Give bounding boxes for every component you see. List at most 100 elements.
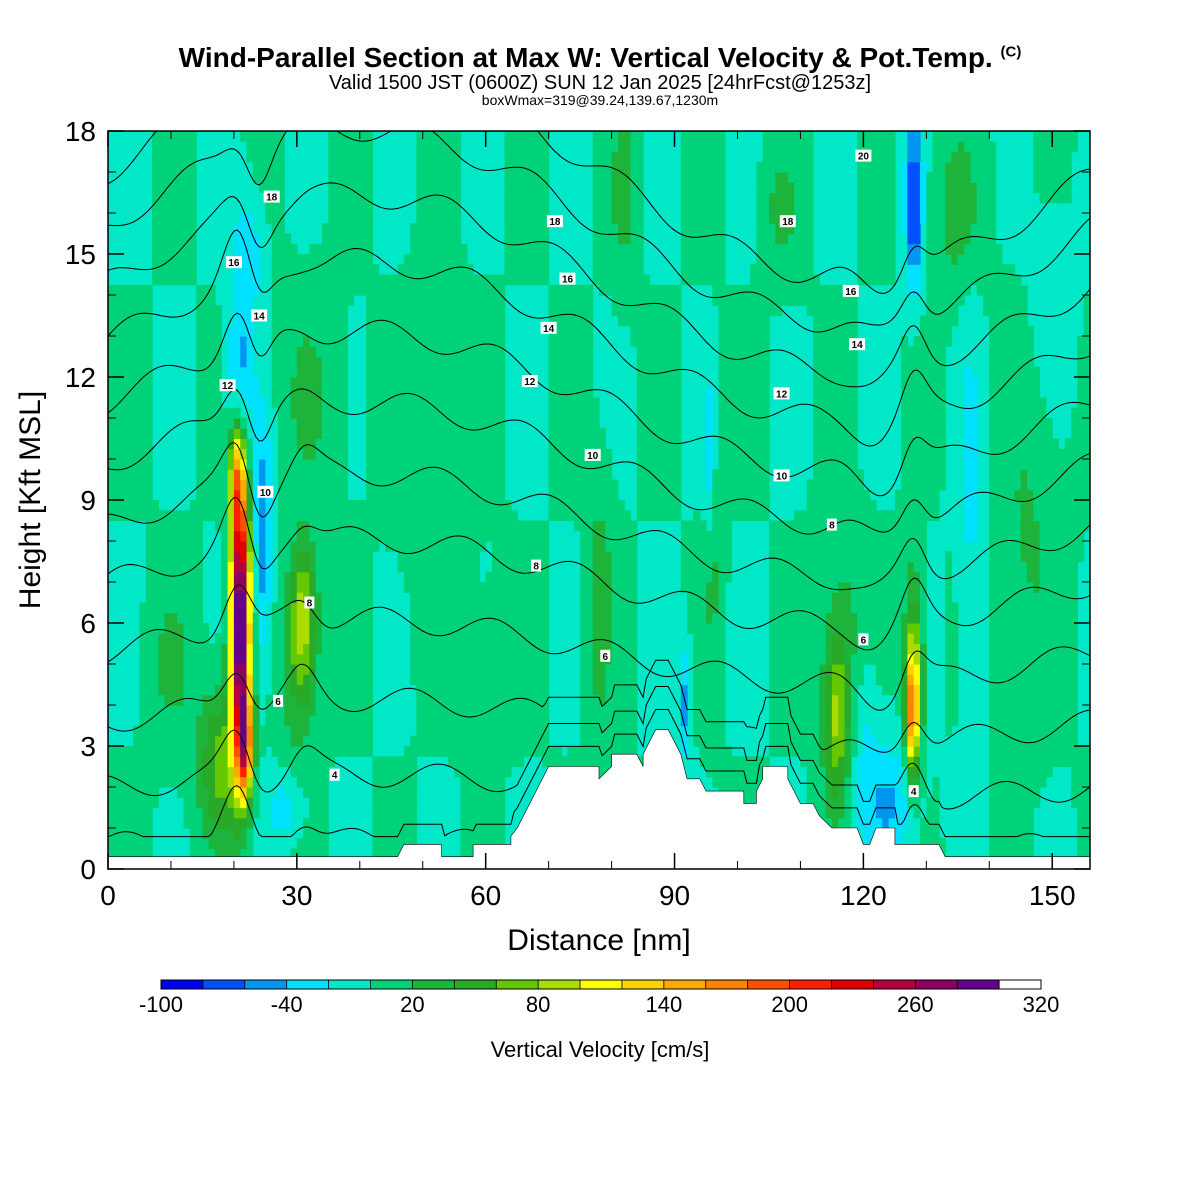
w-cell xyxy=(586,489,594,501)
w-cell xyxy=(152,274,159,286)
w-cell xyxy=(674,366,682,378)
w-cell xyxy=(385,838,392,850)
w-cell xyxy=(189,807,197,819)
w-cell xyxy=(498,397,506,409)
w-cell xyxy=(416,213,424,224)
w-cell xyxy=(315,592,323,604)
w-cell xyxy=(334,192,342,204)
w-cell xyxy=(712,756,720,768)
w-cell xyxy=(120,366,128,378)
w-cell xyxy=(328,469,336,481)
w-cell xyxy=(624,582,632,593)
w-cell xyxy=(460,561,468,573)
w-cell xyxy=(454,141,462,153)
w-cell xyxy=(410,592,418,604)
w-cell xyxy=(353,653,361,665)
w-cell xyxy=(687,274,694,286)
w-cell xyxy=(548,448,556,460)
w-cell xyxy=(233,489,241,501)
w-cell xyxy=(227,418,235,429)
w-cell xyxy=(240,674,248,686)
w-cell xyxy=(680,735,688,747)
w-cell xyxy=(177,735,185,747)
w-cell xyxy=(775,653,783,665)
w-cell xyxy=(177,715,185,727)
w-cell xyxy=(680,161,688,173)
w-cell xyxy=(718,766,726,778)
w-cell xyxy=(340,459,348,470)
w-cell xyxy=(693,705,701,716)
w-cell xyxy=(170,541,178,552)
w-cell xyxy=(706,746,713,757)
w-cell xyxy=(240,254,248,265)
w-cell xyxy=(271,797,279,809)
w-cell xyxy=(435,448,443,460)
w-cell xyxy=(108,336,115,347)
w-cell xyxy=(340,561,348,573)
w-cell xyxy=(114,459,122,470)
w-cell xyxy=(322,295,329,306)
w-cell xyxy=(422,705,430,716)
w-cell xyxy=(385,530,392,542)
w-cell xyxy=(498,787,506,798)
w-cell xyxy=(296,274,304,286)
w-cell xyxy=(315,694,323,706)
w-cell xyxy=(485,643,493,655)
w-cell xyxy=(479,459,487,470)
w-cell xyxy=(649,336,657,347)
w-cell xyxy=(208,315,216,327)
w-cell xyxy=(397,469,405,481)
w-cell xyxy=(586,684,594,696)
w-cell xyxy=(554,387,562,399)
w-cell xyxy=(454,479,462,491)
w-cell xyxy=(152,623,159,634)
w-cell xyxy=(340,377,348,388)
w-cell xyxy=(108,284,115,296)
w-cell xyxy=(542,274,550,286)
w-cell xyxy=(567,418,575,429)
w-cell xyxy=(202,469,210,481)
w-cell xyxy=(227,674,235,686)
w-cell xyxy=(309,448,317,460)
w-cell xyxy=(340,387,348,399)
w-cell xyxy=(611,233,619,245)
w-cell xyxy=(687,541,694,552)
w-cell xyxy=(441,131,449,142)
w-cell xyxy=(227,336,235,347)
w-cell xyxy=(466,489,474,501)
w-cell xyxy=(599,541,606,552)
w-cell xyxy=(170,223,178,235)
w-cell xyxy=(347,684,355,696)
w-cell xyxy=(233,305,241,317)
w-cell xyxy=(422,653,430,665)
w-cell xyxy=(278,664,285,675)
w-cell xyxy=(636,448,644,460)
w-cell xyxy=(177,202,185,214)
w-cell xyxy=(510,172,518,183)
w-cell xyxy=(706,664,713,675)
w-cell xyxy=(485,797,493,809)
w-cell xyxy=(680,141,688,153)
w-cell xyxy=(756,418,764,429)
w-cell xyxy=(259,551,266,563)
w-cell xyxy=(655,284,663,296)
w-cell xyxy=(145,582,153,593)
w-cell xyxy=(208,397,216,409)
w-cell xyxy=(233,530,241,542)
w-cell xyxy=(284,571,292,583)
w-cell xyxy=(278,633,285,645)
w-cell xyxy=(391,776,399,788)
w-cell xyxy=(170,725,178,737)
w-cell xyxy=(435,325,443,337)
w-cell xyxy=(189,264,197,276)
w-cell xyxy=(422,602,430,614)
w-cell xyxy=(447,735,455,747)
w-cell xyxy=(466,459,474,470)
w-cell xyxy=(693,243,701,255)
w-cell xyxy=(196,684,203,696)
w-cell xyxy=(164,612,172,624)
w-cell xyxy=(762,500,770,511)
w-cell xyxy=(221,459,229,470)
w-cell xyxy=(315,776,323,788)
w-cell xyxy=(693,510,701,522)
